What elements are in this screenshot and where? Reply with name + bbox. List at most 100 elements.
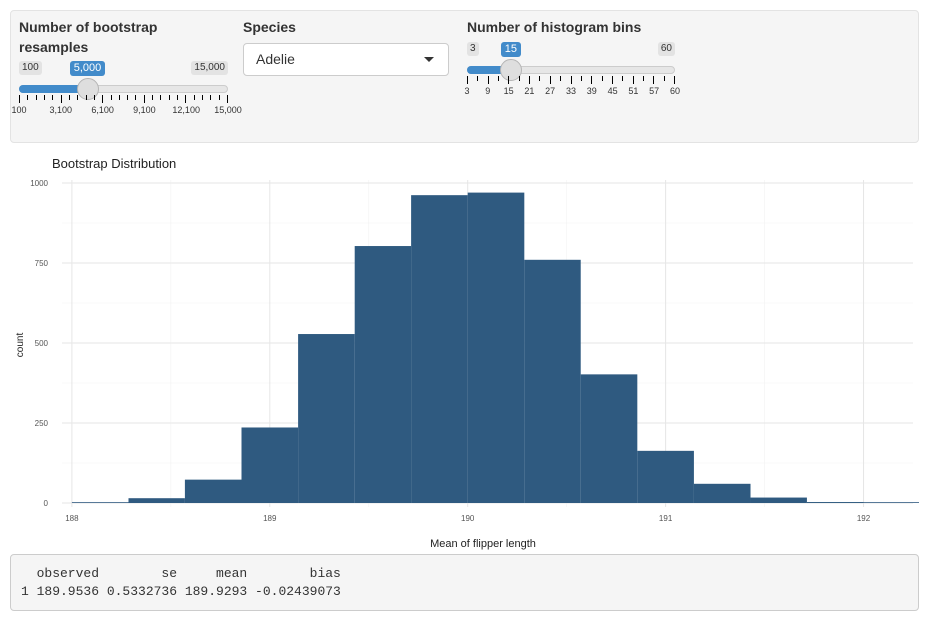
slider-tick-label: 21 [524, 86, 535, 96]
histogram-bar [750, 497, 807, 503]
bins-min-label: 3 [467, 42, 479, 56]
slider-major-tick [60, 95, 62, 103]
histogram-bar [580, 374, 638, 503]
slider-minor-tick [77, 95, 79, 100]
resamples-label: Number of bootstrap resamples [19, 17, 157, 57]
slider-major-tick [529, 76, 531, 84]
slider-tick-label: 6,100 [91, 105, 114, 115]
histogram-bar [241, 427, 299, 503]
slider-tick-label: 9 [485, 86, 491, 96]
slider-minor-tick [43, 95, 45, 100]
output-header-row: observed se mean bias [21, 566, 341, 581]
histogram-svg: 0 250 500 750 1000 188 189 190 191 192 Bootstrap … [15, 156, 921, 550]
slider-minor-tick [193, 95, 195, 100]
slider-minor-tick [642, 76, 644, 81]
slider-major-tick [611, 76, 613, 84]
slider-minor-tick [477, 76, 479, 81]
chevron-down-icon [424, 57, 434, 62]
species-select[interactable]: Adelie [243, 43, 449, 76]
slider-minor-tick [218, 95, 220, 100]
species-selected-value: Adelie [256, 51, 295, 67]
slider-major-tick [227, 95, 228, 103]
histogram-bar [298, 334, 355, 503]
x-axis-label: Mean of flipper length [430, 538, 536, 550]
histogram-bar [411, 195, 468, 503]
y-tick-label: 250 [35, 419, 49, 428]
slider-minor-tick [27, 95, 29, 100]
slider-tick-label: 33 [565, 86, 577, 96]
axis-labels: 0 250 500 750 1000 188 189 190 191 192 [30, 179, 871, 523]
resamples-value-label: 5,000 [69, 61, 106, 76]
controls-panel: Number of bootstrap resamples 100 15,000… [10, 10, 919, 143]
histogram-bar [354, 246, 412, 503]
slider-tick-label: 100 [11, 105, 27, 115]
bins-ticks [467, 76, 675, 86]
slider-minor-tick [601, 76, 603, 81]
slider-minor-tick [152, 95, 154, 100]
y-axis-label: count [15, 333, 26, 358]
slider-minor-tick [210, 95, 212, 100]
slider-minor-tick [85, 95, 87, 100]
slider-tick-label: 15 [503, 86, 514, 96]
resamples-handle[interactable] [76, 78, 99, 100]
bootstrap-summary-output: observed se mean bias 1 189.9536 0.53327… [10, 554, 919, 611]
bins-label: Number of histogram bins [467, 19, 642, 35]
slider-tick-label: 60 [669, 86, 681, 96]
histogram-bar [128, 498, 185, 503]
slider-major-tick [487, 76, 489, 84]
slider-minor-tick [663, 76, 665, 81]
bins-value-label: 15 [500, 42, 522, 57]
resamples-label-line2: resamples [19, 39, 89, 55]
slider-major-tick [185, 95, 187, 103]
y-tick-label: 0 [44, 499, 49, 508]
histogram-bar [806, 502, 864, 503]
x-tick-label: 188 [65, 514, 79, 523]
slider-major-tick [570, 76, 572, 84]
slider-major-tick [632, 76, 634, 84]
resamples-slider[interactable]: 100 15,000 5,000 100 3,100 6,100 9,100 12,10… [11, 61, 242, 121]
slider-minor-tick [539, 76, 541, 81]
resamples-fill [19, 85, 88, 93]
bins-max-label: 60 [657, 42, 675, 56]
slider-minor-tick [35, 95, 37, 100]
slider-tick-label: 3,100 [49, 105, 73, 115]
slider-tick-label: 51 [628, 86, 639, 96]
x-tick-label: 192 [857, 514, 871, 523]
slider-major-tick [674, 76, 675, 84]
histogram-chart: 0 250 500 750 1000 188 189 190 191 192 Bootstrap … [10, 150, 921, 550]
slider-tick-label: 9,100 [133, 105, 156, 115]
slider-minor-tick [118, 95, 120, 100]
slider-major-tick [19, 95, 20, 103]
histogram-bar [863, 502, 921, 503]
slider-tick-label: 12,100 [172, 105, 200, 115]
slider-tick-label: 39 [586, 86, 597, 96]
histogram-bar [524, 259, 581, 503]
slider-major-tick [102, 95, 104, 103]
slider-minor-tick [177, 95, 179, 100]
y-tick-label: 750 [35, 259, 49, 268]
bins-slider[interactable]: 3 60 15 3 9 15 21 27 33 39 45 51 57 60 [464, 42, 680, 102]
slider-minor-tick [580, 76, 582, 81]
slider-minor-tick [168, 95, 170, 100]
histogram-bar [184, 479, 242, 503]
slider-minor-tick [622, 76, 624, 81]
histogram-bar [71, 502, 129, 503]
y-tick-label: 500 [35, 339, 49, 348]
resamples-min-label: 100 [19, 61, 42, 75]
slider-minor-tick [135, 95, 137, 100]
slider-tick-label: 15,000 [214, 105, 242, 115]
resamples-max-label: 15,000 [191, 61, 228, 75]
slider-minor-tick [52, 95, 54, 100]
slider-minor-tick [498, 76, 500, 81]
slider-tick-label: 45 [607, 86, 618, 96]
resamples-label-line1: Number of bootstrap [19, 19, 158, 35]
slider-tick-label: 3 [464, 86, 470, 96]
x-tick-label: 189 [263, 514, 277, 523]
bins-handle[interactable] [499, 59, 522, 81]
slider-major-tick [508, 76, 510, 84]
slider-major-tick [143, 95, 145, 103]
slider-minor-tick [160, 95, 162, 100]
histogram-bar [693, 483, 751, 503]
slider-minor-tick [127, 95, 129, 100]
slider-minor-tick [93, 95, 95, 100]
